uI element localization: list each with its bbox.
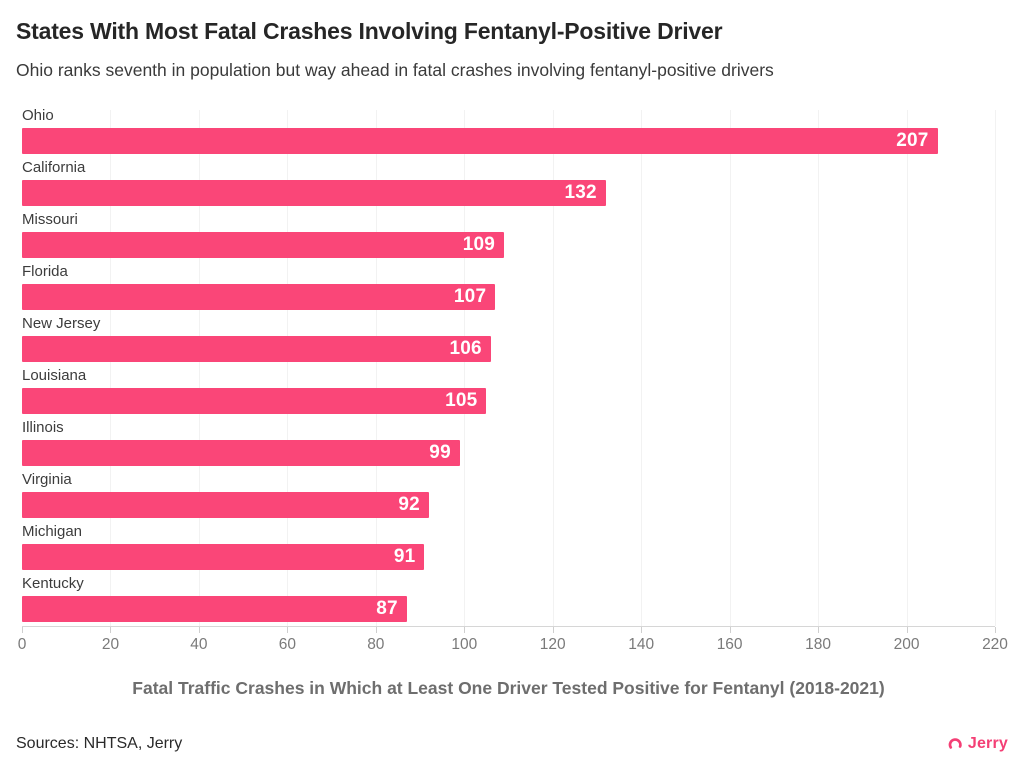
bar-value-label: 99 xyxy=(429,442,451,463)
x-axis-tick-label: 120 xyxy=(539,636,566,653)
x-axis-tick-label: 140 xyxy=(628,636,655,653)
x-axis-title: Fatal Traffic Crashes in Which at Least … xyxy=(132,678,885,698)
bar-value-label: 107 xyxy=(453,286,487,307)
x-axis: 0 20 40 60 80 100 120 140 160 180 200 220 xyxy=(18,626,1008,656)
x-axis-tick xyxy=(198,627,200,633)
bar-category-label: Missouri xyxy=(22,211,78,228)
bar-row: New Jersey 106 xyxy=(22,314,995,366)
bar-category-label: California xyxy=(22,159,86,176)
brand-name: Jerry xyxy=(967,735,1008,752)
bar-row: California 132 xyxy=(22,158,995,210)
bar: 92 xyxy=(22,492,429,518)
brand-logo: Jerry xyxy=(947,735,1008,753)
x-axis-tick xyxy=(729,627,731,633)
x-axis-tick-label: 200 xyxy=(893,636,920,653)
x-axis-tick xyxy=(906,627,908,633)
bar-row: Illinois 99 xyxy=(22,418,995,470)
bar: 91 xyxy=(22,544,425,570)
bar-chart: Ohio 207 California 132 Missouri 109 Florida 10… xyxy=(18,106,1008,699)
gridline xyxy=(906,110,908,626)
sources-note: Sources: NHTSA, Jerry xyxy=(16,735,183,752)
x-axis-tick-label: 60 xyxy=(278,636,296,653)
bar: 99 xyxy=(22,440,460,466)
gridline xyxy=(641,110,643,626)
gridline xyxy=(198,110,200,626)
bar-row: Florida 107 xyxy=(22,262,995,314)
bar-category-label: Illinois xyxy=(22,419,64,436)
bar-row: Louisiana 105 xyxy=(22,366,995,418)
x-axis-tick-label: 220 xyxy=(982,636,1008,653)
bar-rows: Ohio 207 California 132 Missouri 109 Florida 10… xyxy=(22,106,995,626)
x-axis-tick xyxy=(552,627,554,633)
x-axis-tick-label: 160 xyxy=(716,636,743,653)
gridline xyxy=(995,110,996,626)
chart-footer: Sources: NHTSA, Jerry Jerry xyxy=(16,735,1008,753)
bar-category-label: Florida xyxy=(22,263,68,280)
bar-category-label: Kentucky xyxy=(22,575,84,592)
bar: 109 xyxy=(22,232,505,258)
gridline xyxy=(375,110,377,626)
bar-category-label: Michigan xyxy=(22,523,83,540)
x-axis-tick-label: 0 xyxy=(17,636,27,653)
bar: 87 xyxy=(22,596,407,622)
gridline xyxy=(818,110,820,626)
plot-area: Ohio 207 California 132 Missouri 109 Florida 10… xyxy=(22,106,996,626)
gridline xyxy=(287,110,289,626)
x-axis-tick xyxy=(641,627,643,633)
x-axis-tick-label: 40 xyxy=(190,636,208,653)
gridline xyxy=(729,110,731,626)
bar: 105 xyxy=(22,388,487,414)
x-axis-tick-label: 20 xyxy=(101,636,120,653)
chart-title: States With Most Fatal Crashes Involving… xyxy=(16,18,723,44)
bar: 132 xyxy=(22,180,606,206)
gridline xyxy=(552,110,554,626)
bar: 207 xyxy=(22,128,938,154)
chart-subtitle: Ohio ranks seventh in population but way… xyxy=(16,60,774,80)
bar-value-label: 106 xyxy=(449,338,482,359)
bar-value-label: 87 xyxy=(376,598,398,619)
chart-page: States With Most Fatal Crashes Involving… xyxy=(16,18,1008,753)
x-axis-tick xyxy=(375,627,377,633)
bar-row: Virginia 92 xyxy=(22,470,995,522)
bar-value-label: 92 xyxy=(398,494,420,515)
x-axis-tick xyxy=(287,627,289,633)
x-axis-tick xyxy=(995,627,996,633)
bar-category-label: Ohio xyxy=(22,107,54,124)
x-axis-tick xyxy=(22,627,23,633)
x-axis-tick-label: 100 xyxy=(451,636,478,653)
bar-value-label: 109 xyxy=(462,234,496,255)
bar: 106 xyxy=(22,336,491,362)
bar-value-label: 132 xyxy=(564,182,597,203)
bar-row: Missouri 109 xyxy=(22,210,995,262)
bar-value-label: 207 xyxy=(896,130,929,151)
jerry-arc-icon xyxy=(948,737,962,749)
x-axis-tick-label: 80 xyxy=(367,636,385,653)
bar-category-label: Virginia xyxy=(22,471,72,488)
bar-row: Kentucky 87 xyxy=(22,574,995,626)
gridline xyxy=(464,110,466,626)
bar-row: Ohio 207 xyxy=(22,106,995,158)
x-axis-tick-label: 180 xyxy=(805,636,832,653)
bar: 107 xyxy=(22,284,496,310)
gridline xyxy=(110,110,112,626)
bar-category-label: New Jersey xyxy=(22,315,101,332)
bar-category-label: Louisiana xyxy=(22,367,87,384)
x-axis-tick xyxy=(110,627,112,633)
bar-value-label: 91 xyxy=(393,546,416,567)
x-axis-tick xyxy=(818,627,820,633)
bar-row: Michigan 91 xyxy=(22,522,995,574)
x-axis-tick xyxy=(464,627,466,633)
bar-value-label: 105 xyxy=(445,390,478,411)
